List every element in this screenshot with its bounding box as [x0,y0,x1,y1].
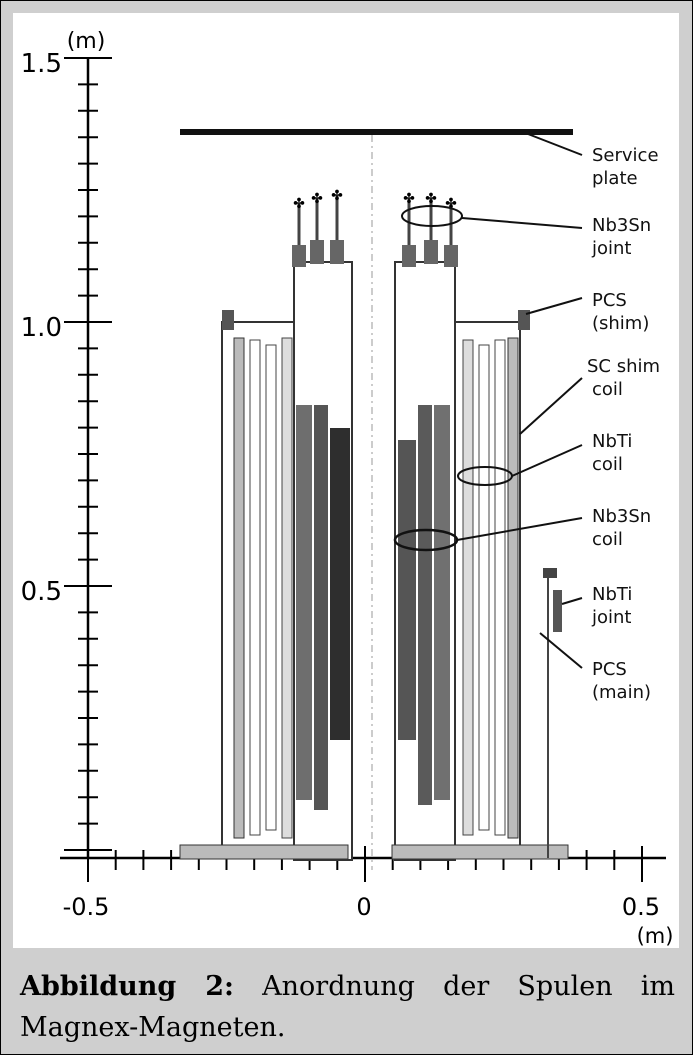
right-sc-shim-coil [507,337,519,839]
label-pcs-shim-2: (shim) [592,313,649,334]
service-plate [180,129,573,135]
label-pcs-main-1: PCS [592,659,627,680]
left-nb3sn-coil-3 [330,428,350,740]
left-terminal-icon-1: ✤ [293,196,305,212]
left-joint-2 [310,240,324,264]
right-nb3sn-coil-1 [398,440,416,740]
label-pcs-main-2: (main) [592,682,651,703]
label-nbti-joint-2: joint [591,607,631,628]
label-nb3sn-joint-2: joint [591,238,631,259]
label-sc-shim-coil-1: SC shim [587,356,660,377]
label-service-plate-2: plate [592,168,638,189]
right-wall [462,339,474,836]
label-nbti-coil-1: NbTi [592,431,632,452]
right-nbti-coil-inner [478,344,490,831]
right-joint-1 [402,245,416,267]
leader-nb3sn-joint [461,217,583,229]
y-tick-label-1-0: 1.0 [21,313,62,343]
left-joint-3 [330,240,344,264]
right-base-plate [391,844,569,860]
leader-pcs-shim [525,297,583,315]
left-sc-shim-coil [233,337,245,839]
pcs-main-cap [543,568,557,578]
y-axis-unit: (m) [67,29,106,54]
caption-text: Anordnung der Spulen im Magnex-Magneten. [20,971,675,1043]
label-sc-shim-coil-2: coil [592,379,623,400]
y-axis-minor-ticks [64,57,112,851]
left-nb3sn-coil-2 [314,405,328,810]
label-nbti-joint-1: NbTi [592,584,632,605]
leader-sc-shim-coil [519,377,583,435]
right-joint-2 [424,240,438,264]
right-nbti-coil-outer [494,339,506,836]
right-terminal-icon-2: ✤ [425,191,437,207]
label-nb3sn-coil-1: Nb3Sn [592,506,651,527]
figure-caption: Abbildung 2: Anordnung der Spulen im Mag… [20,966,675,1048]
left-pcs-shim [222,310,234,330]
right-joint-3 [444,245,458,267]
left-terminal-icon-3: ✤ [331,188,343,204]
right-nb3sn-coil-2 [418,405,432,805]
x-tick-label-0: 0 [356,893,371,921]
label-nb3sn-joint-1: Nb3Sn [592,215,651,236]
left-nb3sn-coil-1 [296,405,312,800]
caption-label: Abbildung 2: [20,971,234,1002]
left-joint-1 [292,245,306,267]
label-nb3sn-coil-2: coil [592,529,623,550]
component-labels: Service plate Nb3Sn joint PCS (shim) SC … [587,145,660,703]
x-axis-unit: (m) [637,924,674,948]
x-tick-label-minus-0-5: -0.5 [63,893,110,921]
magnet-coil-diagram: ✤ ✤ ✤ ✤ ✤ ✤ [13,13,679,948]
label-service-plate-1: Service [592,145,659,166]
nb3sn-joint-ellipse [401,205,463,227]
left-base-plate [179,844,349,860]
left-nbti-coil-outer [249,339,261,836]
leader-lines [456,133,583,669]
left-wall [281,337,293,839]
y-tick-label-1-5: 1.5 [21,49,62,79]
left-terminal-icon-2: ✤ [311,191,323,207]
label-pcs-shim-1: PCS [592,290,627,311]
label-nbti-coil-2: coil [592,454,623,475]
left-nbti-coil-inner [265,344,277,831]
leader-pcs-main [539,632,583,669]
right-coil-stack: ✤ ✤ ✤ [391,191,569,861]
left-coil-stack: ✤ ✤ ✤ [179,188,353,861]
leader-nbti-coil [511,444,583,477]
leader-service-plate [527,133,583,156]
right-pcs-shim [518,310,530,330]
x-tick-label-0-5: 0.5 [622,893,660,921]
nbti-joint [553,590,562,632]
right-terminal-icon-1: ✤ [403,191,415,207]
y-tick-label-0-5: 0.5 [21,577,62,607]
leader-nbti-joint [561,597,583,605]
right-nb3sn-coil-3 [434,405,450,800]
leader-nb3sn-coil [456,517,583,541]
